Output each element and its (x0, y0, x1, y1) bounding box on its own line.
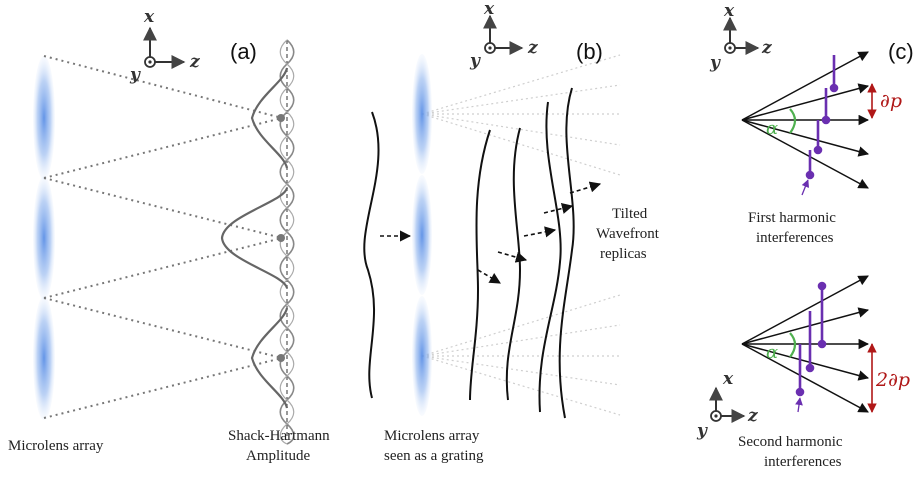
axis-z-label: z (747, 406, 758, 426)
angle-alpha-1: α (766, 118, 778, 139)
panel-c: α ∂p First harmonic interferences α (696, 1, 914, 470)
sh-amplitude-peaks (220, 67, 289, 409)
propagation-arrows (380, 181, 602, 284)
panel-b-label: (b) (576, 39, 603, 64)
axis-x-label: x (722, 369, 734, 389)
caption-grating-line2: seen as a grating (384, 448, 484, 464)
angle-arc (789, 332, 797, 358)
panel-c-label: (c) (888, 39, 914, 64)
axis-x-label: x (143, 7, 155, 27)
diffraction-lines (421, 54, 621, 416)
axis-z-label: z (761, 38, 772, 58)
microlens (33, 176, 55, 300)
caption-sh-line1: Shack-Hartmann (228, 428, 330, 444)
axis-x-label: x (483, 0, 495, 19)
focal-spots (277, 114, 285, 362)
axes-glyph-a: x z y (129, 7, 200, 85)
fan-first-harmonic (741, 51, 870, 189)
caption-sh-line2: Amplitude (246, 448, 311, 464)
panel-a-label: (a) (230, 39, 257, 64)
pointer-arrow-second (795, 397, 803, 413)
caption-first-line2: interferences (756, 230, 834, 246)
period-label-first: ∂p (880, 90, 902, 112)
axis-y-label: y (709, 53, 721, 73)
fan-second-harmonic (741, 275, 870, 413)
sh-modulation (279, 39, 295, 445)
caption-first-line1: First harmonic (748, 210, 836, 226)
interference-second (795, 281, 827, 397)
caption-tilted-line3: replicas (600, 246, 647, 262)
caption-tilted-line1: Tilted (612, 206, 648, 222)
wavefronts (363, 87, 575, 419)
angle-alpha-2: α (766, 342, 778, 363)
angle-arc (789, 108, 797, 134)
axes-glyph-c-bottom: x z y (696, 369, 758, 441)
microlens (33, 296, 55, 420)
interference-first (805, 55, 839, 180)
grating-lens (412, 296, 432, 416)
caption-second-line2: interferences (764, 454, 842, 470)
axis-x-label: x (723, 1, 735, 21)
axis-y-label: y (469, 51, 481, 71)
panel-a: x z y (a) Microlens array Shack-Hartmann… (8, 7, 330, 464)
period-label-second: 2∂p (875, 369, 910, 391)
panel-b: x z y (b) Tilted Wavefront replicas Micr… (363, 0, 660, 464)
axes-glyph-c-top: x z y (709, 1, 772, 73)
microlens (33, 56, 55, 180)
pointer-arrow-first (801, 179, 810, 196)
grating-lens (412, 54, 432, 174)
caption-microlens-array: Microlens array (8, 438, 104, 454)
axes-glyph-b: x z y (469, 0, 538, 71)
axis-y-label: y (129, 65, 141, 85)
grating-lens (412, 175, 432, 295)
axis-z-label: z (527, 38, 538, 58)
axis-z-label: z (189, 52, 200, 72)
caption-tilted-line2: Wavefront (596, 226, 660, 242)
caption-grating-line1: Microlens array (384, 428, 480, 444)
axis-y-label: y (696, 421, 708, 441)
caption-second-line1: Second harmonic (738, 434, 843, 450)
sh-modulation-2 (279, 39, 295, 445)
beam-lines (43, 55, 283, 419)
